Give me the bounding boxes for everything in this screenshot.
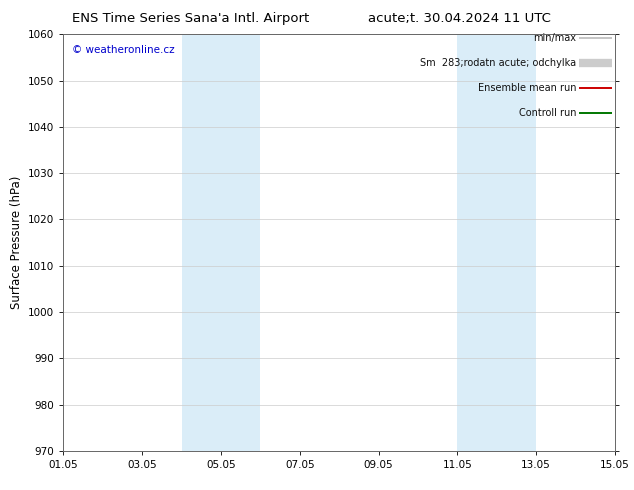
Text: acute;t. 30.04.2024 11 UTC: acute;t. 30.04.2024 11 UTC [368, 12, 551, 25]
Bar [457, 34, 536, 451]
Text: Sm  283;rodatn acute; odchylka: Sm 283;rodatn acute; odchylka [420, 58, 576, 69]
Text: Controll run: Controll run [519, 108, 576, 119]
Text: © weatheronline.cz: © weatheronline.cz [72, 45, 174, 55]
Bar [181, 34, 261, 451]
Text: min/max: min/max [533, 33, 576, 44]
Text: ENS Time Series Sana'a Intl. Airport: ENS Time Series Sana'a Intl. Airport [72, 12, 309, 25]
Y-axis label: Surface Pressure (hPa): Surface Pressure (hPa) [10, 176, 23, 309]
Text: Ensemble mean run: Ensemble mean run [478, 83, 576, 94]
